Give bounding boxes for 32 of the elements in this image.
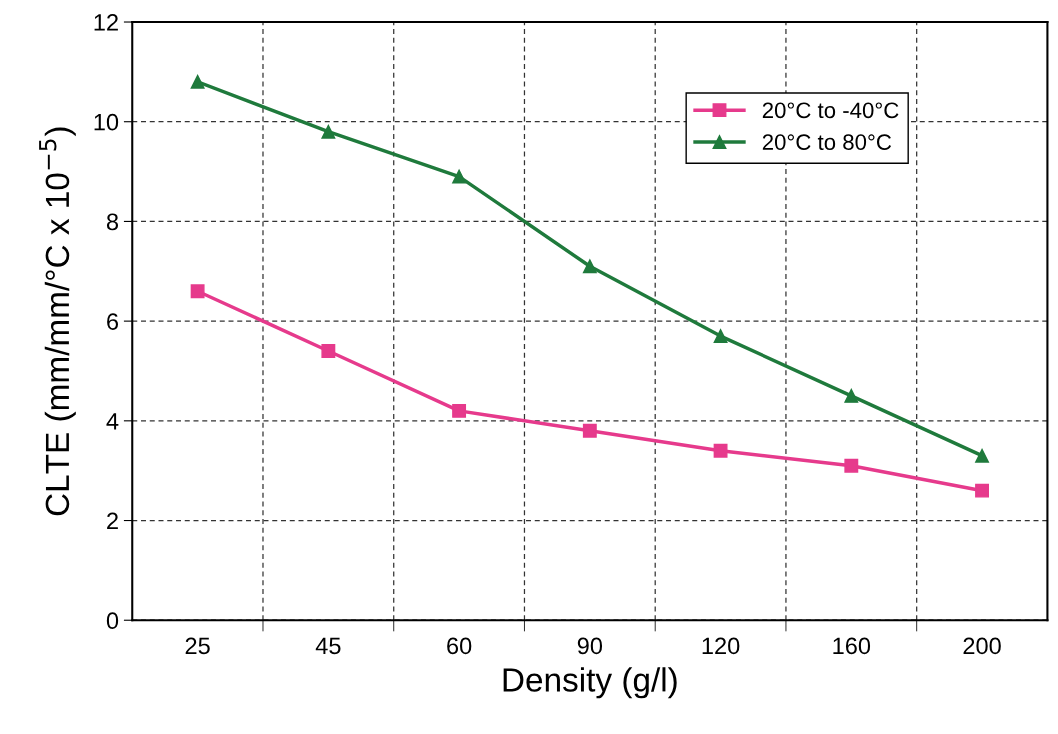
legend-label: 20°C to -40°C [762,102,899,119]
x-tick-label: 45 [315,637,341,655]
x-tick-label: 200 [963,637,1001,655]
point [321,124,336,139]
point [582,259,597,274]
x-tick-label: 25 [185,637,210,655]
y-tick-label: 2 [107,512,118,530]
y-tick-label: 12 [94,14,118,31]
point [452,169,467,184]
y-tick-label: 8 [106,213,119,231]
y-tick-label: 10 [94,113,119,131]
point [713,443,728,458]
point [452,403,467,418]
legend-label: 20°C to 80°C [762,134,892,150]
x-tick-label: 60 [447,637,472,655]
x-tick-label: 160 [833,637,871,655]
y-axis-title: CLTE (mm/mm/°C x 10$^{−5}$) [39,127,76,516]
point [321,344,336,358]
point [975,483,989,498]
y-tick-label: 0 [106,612,119,630]
x-tick-label: 90 [577,637,603,655]
point [190,74,205,89]
y-tick-label: 6 [107,313,119,330]
point [975,448,989,463]
point [190,284,205,299]
point [844,388,859,403]
point [713,329,728,344]
point [582,423,597,438]
point [844,458,859,473]
x-tick-label: 120 [702,637,740,655]
x-axis-title: Density (g/l) [503,667,677,699]
y-tick-label: 4 [106,413,119,430]
